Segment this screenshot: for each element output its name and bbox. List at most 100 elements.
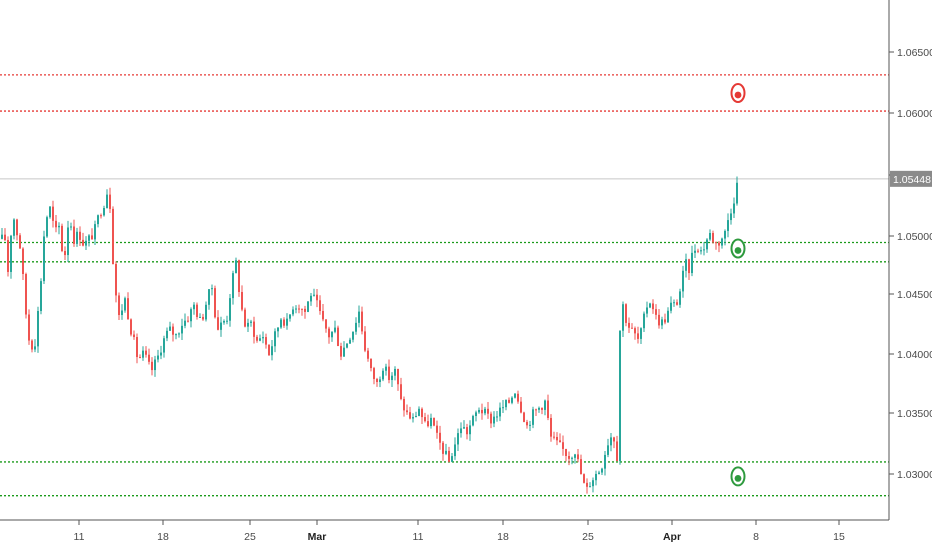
candle-down bbox=[79, 231, 81, 240]
candle-up bbox=[346, 343, 348, 348]
candle-up bbox=[394, 368, 396, 376]
candle-up bbox=[226, 320, 228, 322]
candle-down bbox=[370, 358, 372, 369]
candle-up bbox=[511, 397, 513, 403]
candle-up bbox=[475, 412, 477, 417]
candle-down bbox=[436, 425, 438, 433]
candle-up bbox=[259, 338, 261, 341]
y-tick-label: 1.03000 bbox=[897, 469, 932, 481]
candle-up bbox=[106, 194, 108, 208]
candle-down bbox=[91, 235, 93, 240]
candle-down bbox=[148, 354, 150, 362]
candle-down bbox=[559, 440, 561, 443]
candles bbox=[1, 176, 738, 494]
candle-up bbox=[649, 303, 651, 308]
candle-down bbox=[376, 378, 378, 383]
x-tick-label: 25 bbox=[582, 531, 594, 543]
x-tick-label: Mar bbox=[308, 531, 327, 543]
candle-down bbox=[52, 206, 54, 221]
candle-up bbox=[76, 231, 78, 244]
candle-up bbox=[184, 320, 186, 326]
y-tick-label: 1.03500 bbox=[897, 408, 932, 420]
candle-up bbox=[160, 352, 162, 356]
candle-up bbox=[88, 235, 90, 241]
candle-up bbox=[46, 217, 48, 237]
candle-up bbox=[670, 302, 672, 311]
candle-down bbox=[718, 242, 720, 246]
candle-up bbox=[571, 457, 573, 459]
candle-up bbox=[193, 304, 195, 310]
candle-up bbox=[694, 250, 696, 253]
candle-up bbox=[646, 307, 648, 314]
candle-down bbox=[238, 260, 240, 293]
candle-up bbox=[220, 322, 222, 330]
candle-up bbox=[124, 298, 126, 311]
candle-up bbox=[97, 215, 99, 225]
candle-down bbox=[187, 320, 189, 322]
y-axis-ticks: 1.065001.060001.055001.050001.045001.040… bbox=[889, 47, 932, 481]
candle-up bbox=[235, 260, 237, 274]
candle-up bbox=[358, 311, 360, 323]
candle-down bbox=[433, 417, 435, 426]
candle-up bbox=[445, 450, 447, 454]
price-tag-label: 1.05448 bbox=[893, 174, 931, 186]
y-tick-label: 1.04500 bbox=[897, 289, 932, 301]
candle-up bbox=[223, 321, 225, 323]
candle-down bbox=[427, 421, 429, 427]
candle-up bbox=[469, 425, 471, 435]
candle-down bbox=[328, 328, 330, 338]
candle-down bbox=[214, 288, 216, 318]
candle-up bbox=[70, 226, 72, 228]
candle-down bbox=[253, 321, 255, 337]
candle-up bbox=[349, 339, 351, 344]
candle-down bbox=[133, 334, 135, 338]
candle-down bbox=[139, 357, 141, 359]
candle-up bbox=[529, 424, 531, 426]
candle-up bbox=[505, 399, 507, 408]
candle-down bbox=[688, 259, 690, 274]
candle-down bbox=[520, 401, 522, 413]
candle-down bbox=[268, 344, 270, 356]
candle-down bbox=[361, 311, 363, 332]
candle-down bbox=[298, 308, 300, 310]
candle-down bbox=[697, 250, 699, 252]
candle-down bbox=[16, 219, 18, 236]
candle-down bbox=[631, 327, 633, 329]
candle-up bbox=[175, 334, 177, 336]
candle-down bbox=[64, 250, 66, 256]
candle-down bbox=[301, 308, 303, 310]
candle-up bbox=[679, 291, 681, 305]
candle-up bbox=[280, 319, 282, 328]
candle-down bbox=[442, 442, 444, 454]
candle-up bbox=[622, 304, 624, 331]
candle-down bbox=[364, 331, 366, 351]
candle-down bbox=[568, 455, 570, 459]
candle-down bbox=[202, 316, 204, 320]
marker-dot bbox=[734, 475, 742, 482]
candle-up bbox=[307, 301, 309, 312]
candle-down bbox=[283, 319, 285, 326]
candle-down bbox=[61, 225, 63, 251]
candle-up bbox=[166, 330, 168, 339]
candle-up bbox=[430, 417, 432, 427]
candle-up bbox=[415, 415, 417, 418]
candle-down bbox=[652, 303, 654, 310]
candle-up bbox=[661, 319, 663, 326]
x-axis-ticks: 11 18 25 Mar 11 18 25 Apr 8 15 bbox=[74, 520, 845, 543]
candle-down bbox=[547, 400, 549, 418]
y-tick-label: 1.06000 bbox=[897, 108, 932, 120]
candle-up bbox=[178, 333, 180, 335]
candle-up bbox=[472, 416, 474, 426]
candle-down bbox=[100, 215, 102, 217]
candle-up bbox=[163, 338, 165, 353]
candle-down bbox=[712, 232, 714, 243]
candle-down bbox=[526, 421, 528, 426]
x-tick-label: 18 bbox=[157, 531, 169, 543]
candle-up bbox=[463, 427, 465, 429]
candle-down bbox=[82, 239, 84, 246]
candle-down bbox=[664, 319, 666, 323]
x-tick-label: 15 bbox=[833, 531, 845, 543]
candle-up bbox=[310, 295, 312, 302]
candle-down bbox=[118, 295, 120, 316]
candle-down bbox=[19, 235, 21, 249]
